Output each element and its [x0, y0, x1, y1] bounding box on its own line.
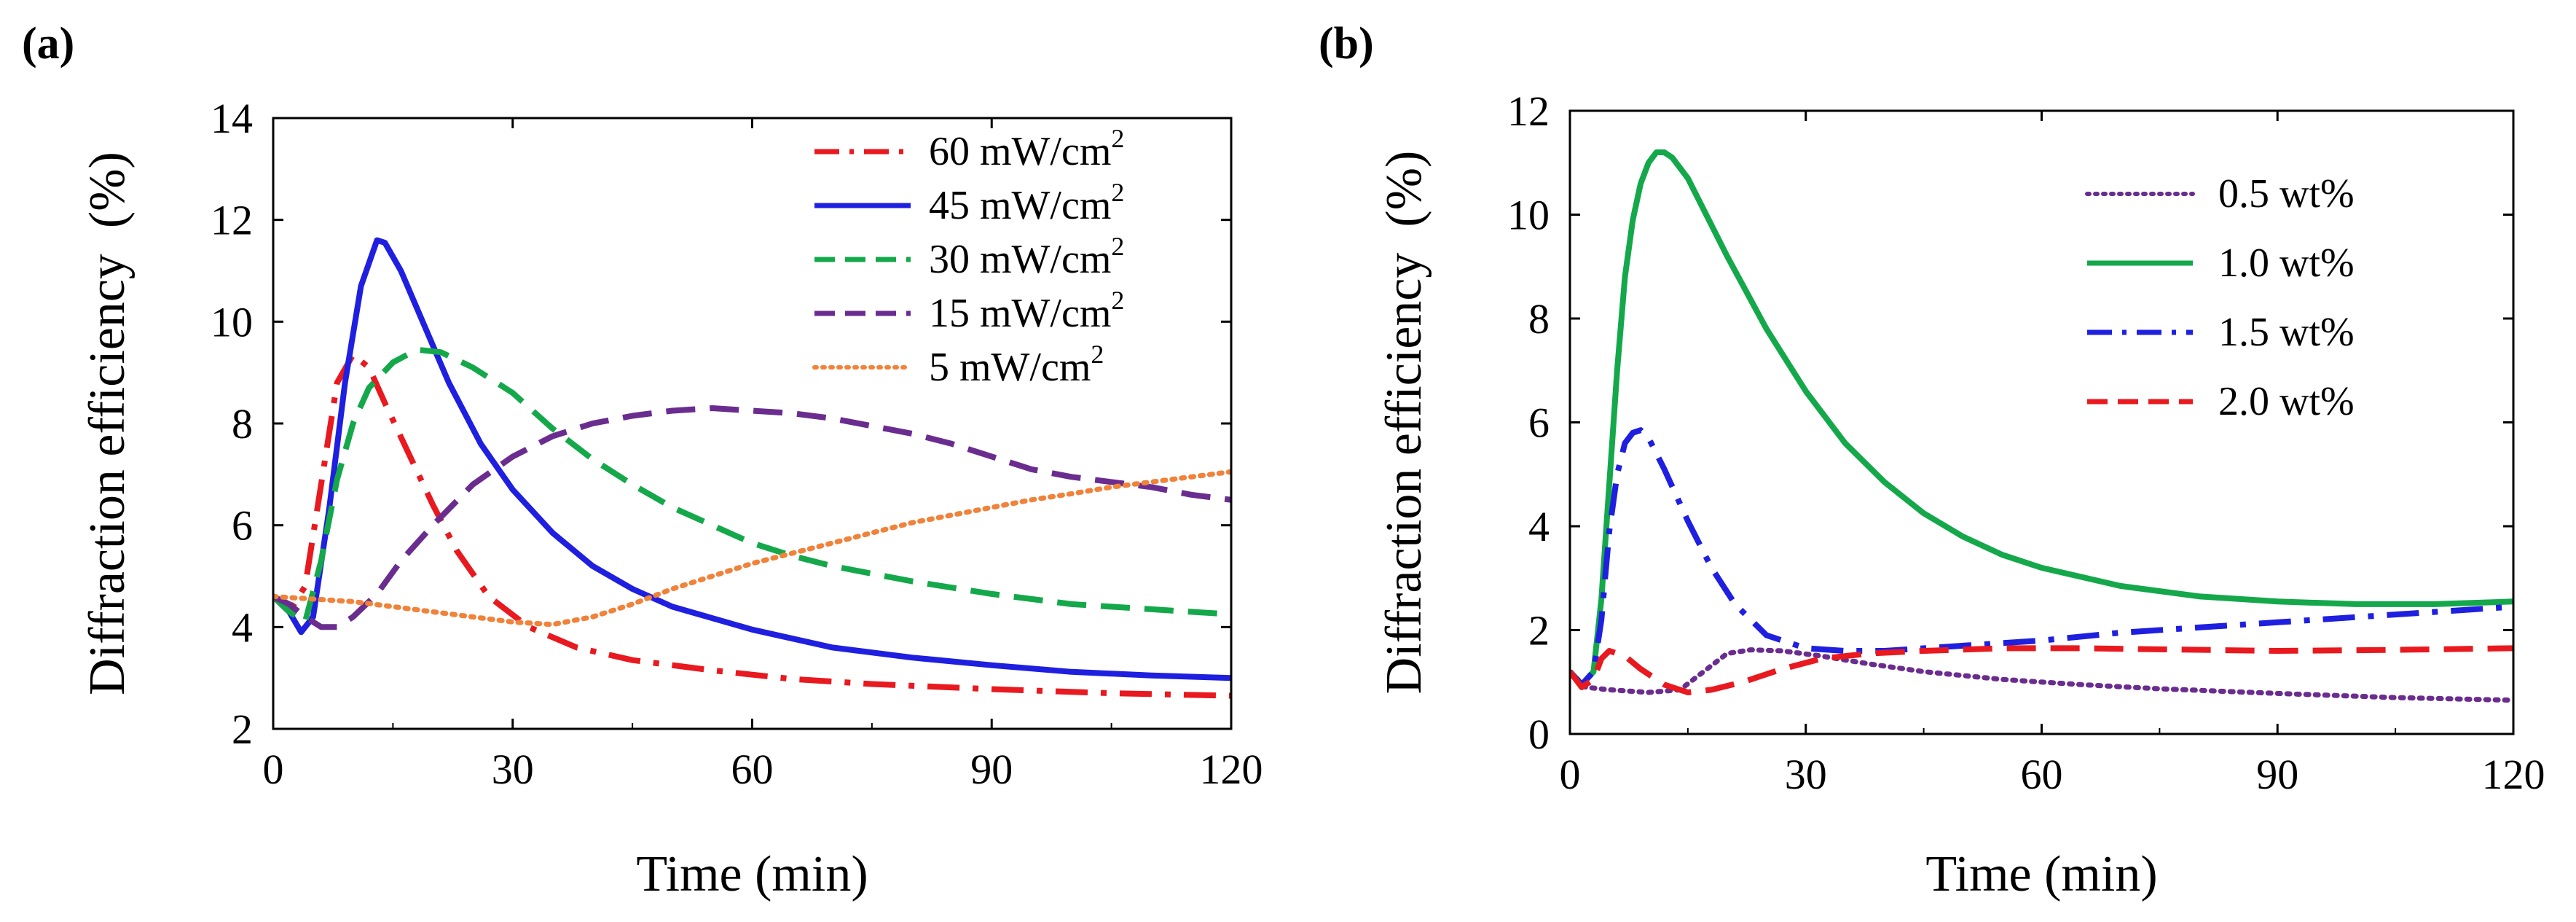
y-tick-label: 6	[1528, 399, 1550, 447]
x-tick-label: 30	[1785, 751, 1827, 798]
series-line-5	[273, 469, 1231, 628]
y-tick-label: 2	[1528, 607, 1550, 655]
x-tick-label: 120	[1200, 746, 1263, 793]
legend-superscript: 2	[1111, 232, 1124, 261]
x-tick-label: 0	[1560, 751, 1581, 798]
x-tick-label: 120	[2482, 751, 2545, 798]
legend-label-2: 45 mW/cm2	[929, 178, 1124, 228]
series-line-4	[1570, 645, 2513, 695]
y-tick-label: 8	[232, 400, 253, 448]
series-line-2	[1570, 149, 2513, 688]
chart-panel-b: (b) 0 30 60 90 120 0 2 4 6 8 10 12 Time (min) Diffract…	[1319, 19, 2545, 902]
legend-superscript: 2	[1091, 340, 1104, 369]
series-line-4	[273, 405, 1231, 630]
y-tick-label: 14	[211, 95, 253, 142]
legend-label-4: 15 mW/cm2	[929, 286, 1124, 336]
series-line-3	[273, 346, 1231, 625]
legend-label-2: 1.0 wt%	[2218, 241, 2355, 286]
y-tick-label: 10	[1507, 192, 1550, 239]
series-line-1	[273, 351, 1231, 699]
legend-label-4: 2.0 wt%	[2218, 379, 2355, 424]
y-tick-label: 6	[232, 502, 253, 550]
y-axis-title: Diffraction efficiency (%)	[79, 152, 136, 695]
y-tick-label: 12	[211, 197, 253, 244]
legend-label-3: 30 mW/cm2	[929, 232, 1124, 282]
legend-superscript: 2	[1111, 178, 1124, 207]
plot-frame	[1568, 109, 2515, 735]
x-tick-label: 90	[970, 746, 1013, 793]
x-axis-title: Time (min)	[1925, 846, 2157, 902]
legend-superscript: 2	[1111, 124, 1124, 153]
panel-label: (a)	[22, 19, 74, 69]
series-line-1	[1570, 647, 2513, 703]
x-axis-title: Time (min)	[636, 846, 868, 902]
y-tick-label: 0	[1528, 711, 1550, 758]
legend: 0.5 wt% 1.0 wt% 1.5 wt% 2.0 wt%	[2085, 171, 2355, 424]
y-tick-label: 4	[232, 603, 253, 651]
x-tick-label: 60	[2021, 751, 2063, 798]
x-tick-label: 0	[263, 746, 284, 793]
series-line-3	[1570, 427, 2513, 688]
y-tick-label: 10	[211, 298, 253, 345]
legend-label-1: 0.5 wt%	[2218, 171, 2355, 216]
y-tick-label: 4	[1528, 503, 1550, 550]
x-tick-label: 90	[2256, 751, 2298, 798]
legend-label-5: 5 mW/cm2	[929, 340, 1104, 390]
y-tick-label: 8	[1528, 295, 1550, 343]
y-tick-label: 12	[1507, 87, 1550, 135]
legend-label-1: 60 mW/cm2	[929, 124, 1124, 174]
legend-label-3: 1.5 wt%	[2218, 310, 2355, 355]
y-axis-title: Diffraction efficiency (%)	[1376, 151, 1432, 695]
panel-label: (b)	[1319, 19, 1374, 69]
x-tick-label: 60	[731, 746, 774, 793]
x-tick-label: 30	[492, 746, 534, 793]
chart-panel-a: (a) 0 30 60 90 120 2 4 6 8 10 12 14 Time (min) Diffrac…	[22, 19, 1263, 902]
y-tick-label: 2	[232, 706, 253, 753]
legend-superscript: 2	[1111, 286, 1124, 315]
